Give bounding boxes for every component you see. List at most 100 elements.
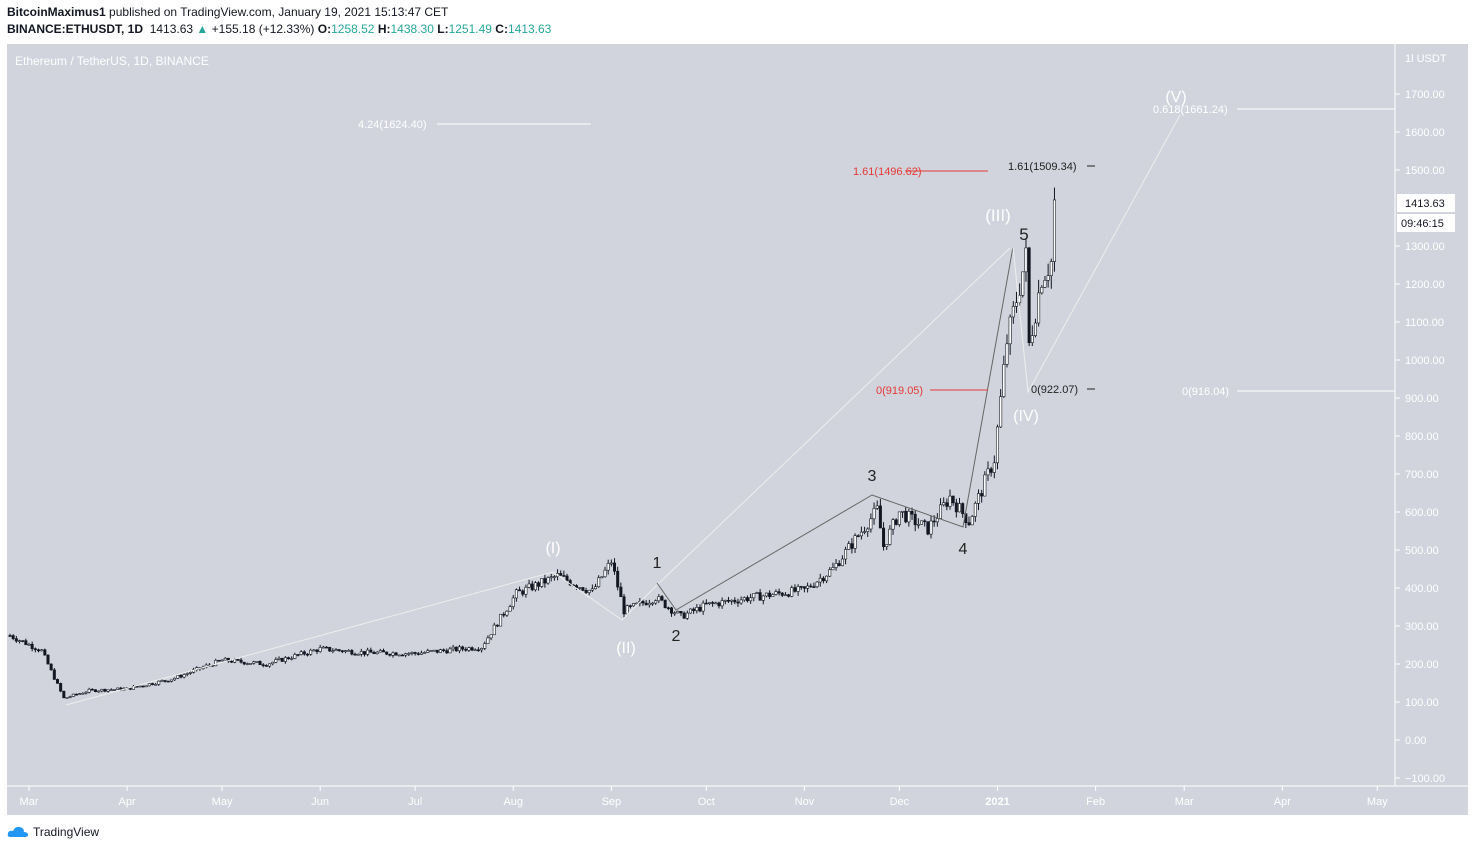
candle-body	[8, 635, 12, 637]
publisher[interactable]: BitcoinMaximus1	[7, 5, 106, 19]
candle-body	[872, 508, 876, 520]
wave-label: (IV)	[1013, 408, 1039, 425]
candle-body	[27, 643, 31, 646]
candle-body	[603, 569, 607, 578]
candle-body	[777, 591, 781, 594]
candle-body	[1049, 261, 1053, 276]
candle-body	[277, 657, 281, 660]
candle-body	[641, 601, 645, 604]
candle-body	[1024, 247, 1028, 273]
candle-body	[239, 659, 243, 663]
candle-body	[866, 528, 870, 532]
y-tick-label: 500.00	[1405, 545, 1439, 557]
candle-body	[983, 474, 987, 497]
candle-body	[976, 493, 980, 504]
candle-body	[875, 505, 879, 509]
last-price-label: 1413.63	[1405, 198, 1445, 210]
candle-body	[226, 657, 230, 662]
y-tick-label: 300.00	[1405, 621, 1439, 633]
candle-body	[404, 653, 408, 656]
candle-body	[847, 543, 851, 550]
publish-info: BitcoinMaximus1 published on TradingView…	[7, 5, 448, 19]
candle-body	[543, 578, 547, 584]
candle-body	[302, 651, 306, 655]
candle-body	[929, 520, 933, 535]
candle-body	[546, 577, 550, 584]
candle-body	[163, 680, 167, 682]
bar-countdown: 09:46:15	[1401, 218, 1444, 230]
x-tick-label: Jul	[408, 796, 422, 808]
wave-projection-line	[656, 247, 1011, 586]
candle-body	[578, 587, 582, 589]
candle-body	[40, 649, 44, 652]
candle-body	[220, 659, 224, 662]
candle-body	[362, 651, 366, 655]
candle-body	[483, 643, 487, 649]
candle-body	[559, 573, 563, 576]
fib-level-label: 0(919.05)	[876, 385, 923, 397]
candle-body	[951, 495, 955, 504]
candle-body	[81, 692, 85, 695]
candle-body	[859, 531, 863, 537]
l-label: L:	[437, 22, 449, 36]
candle-body	[18, 640, 22, 642]
y-tick-label: 1500.00	[1405, 165, 1445, 177]
candle-body	[704, 602, 708, 605]
candle-body	[723, 599, 727, 602]
candle-body	[910, 511, 914, 515]
candle-body	[625, 605, 629, 615]
candle-body	[43, 649, 47, 656]
candle-body	[869, 518, 873, 530]
candle-body	[942, 502, 946, 506]
candle-body	[780, 592, 784, 596]
tradingview-logo[interactable]: TradingView	[7, 825, 99, 839]
candle-body	[502, 613, 506, 616]
candle-body	[815, 581, 819, 587]
candle-body	[575, 585, 579, 588]
candle-body	[1021, 271, 1025, 296]
candle-body	[742, 597, 746, 601]
x-tick-label: Aug	[503, 796, 523, 808]
candle-body	[764, 592, 768, 597]
candle-body	[850, 543, 854, 549]
candle-body	[154, 683, 158, 686]
candle-body	[400, 654, 404, 657]
candle-body	[999, 396, 1003, 428]
candle-body	[55, 679, 59, 684]
candle-body	[397, 654, 401, 657]
candle-body	[514, 589, 518, 599]
candle-body	[606, 563, 610, 571]
wave-label: 4	[959, 541, 968, 558]
candle-body	[24, 640, 28, 645]
candle-body	[350, 650, 354, 655]
wave-label: (II)	[616, 640, 636, 657]
candle-body	[761, 595, 765, 601]
candle-body	[730, 599, 734, 602]
candle-body	[1008, 316, 1012, 345]
candle-body	[856, 535, 860, 537]
candle-body	[527, 583, 531, 588]
candle-body	[698, 607, 702, 612]
candle-body	[255, 661, 259, 663]
price-chart[interactable]: Ethereum / TetherUS, 1D, BINANCE 1l USDT 1…	[0, 0, 1475, 820]
fib-level-label: 0.618(1661.24)	[1153, 104, 1228, 116]
x-tick-label: Sep	[602, 796, 622, 808]
candle-body	[223, 657, 227, 661]
candle-body	[669, 607, 673, 614]
candle-body	[701, 602, 705, 612]
candle-body	[587, 589, 591, 593]
candle-body	[758, 592, 762, 601]
candle-body	[372, 652, 376, 655]
candle-body	[328, 646, 332, 652]
candle-body	[217, 659, 221, 662]
candle-body	[524, 586, 528, 595]
candle-body	[1043, 279, 1047, 288]
candle-body	[252, 661, 256, 664]
axis-unit: 1l USDT	[1405, 53, 1447, 65]
y-tick-label: 1100.00	[1405, 317, 1444, 329]
candle-body	[230, 660, 234, 663]
candle-body	[939, 504, 943, 519]
x-tick-label: Mar	[1175, 796, 1194, 808]
candle-body	[505, 610, 509, 616]
candle-body	[552, 576, 556, 578]
